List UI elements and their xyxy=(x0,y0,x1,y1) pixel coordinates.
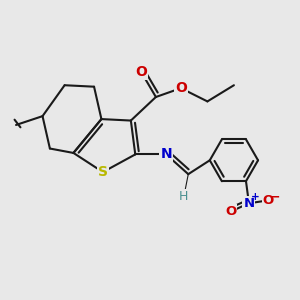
Text: +: + xyxy=(250,192,259,202)
Text: O: O xyxy=(135,65,147,79)
Text: O: O xyxy=(175,81,187,95)
Text: H: H xyxy=(179,190,188,203)
Text: N: N xyxy=(243,197,254,210)
Text: N: N xyxy=(160,147,172,161)
Text: −: − xyxy=(269,190,280,203)
Text: O: O xyxy=(225,205,236,218)
Text: O: O xyxy=(262,194,274,207)
Text: S: S xyxy=(98,165,108,179)
